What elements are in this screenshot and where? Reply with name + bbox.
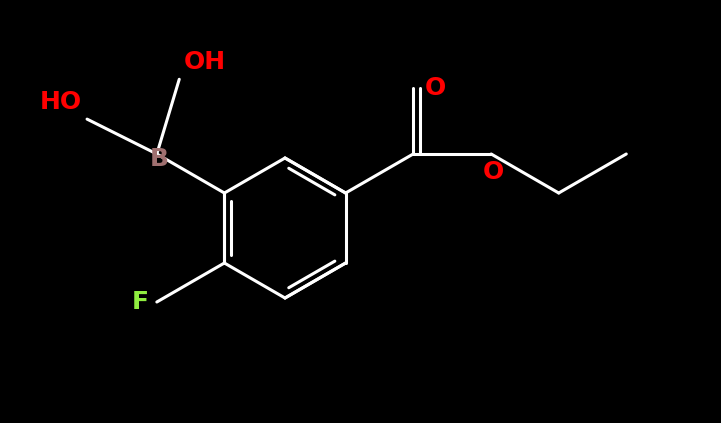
Text: O: O [482, 160, 504, 184]
Text: O: O [425, 76, 446, 100]
Text: F: F [132, 290, 149, 314]
Text: HO: HO [40, 90, 82, 114]
Text: B: B [149, 147, 168, 171]
Text: OH: OH [185, 50, 226, 74]
